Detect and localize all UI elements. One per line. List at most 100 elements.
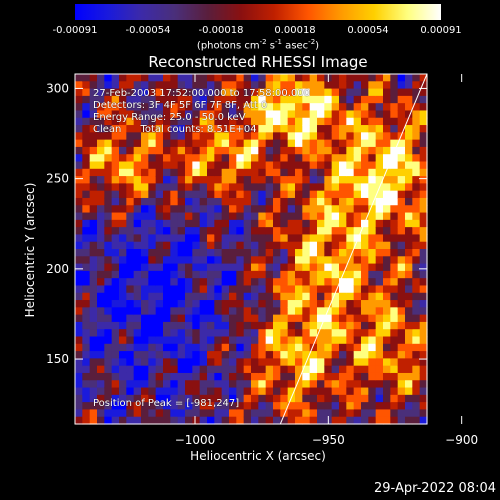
heatmap-cell: [251, 132, 259, 141]
heatmap-cell: [236, 176, 245, 184]
heatmap-cell: [375, 307, 384, 316]
heatmap-cell: [273, 394, 281, 403]
heatmap-cell: [383, 270, 391, 279]
heatmap-cell: [163, 372, 171, 381]
heatmap-cell: [273, 380, 281, 389]
heatmap-cell: [331, 314, 340, 323]
heatmap-cell: [412, 409, 421, 418]
heatmap-cell: [353, 227, 362, 236]
heatmap-cell: [353, 270, 362, 279]
heatmap-cell: [331, 154, 340, 163]
heatmap-cell: [397, 256, 406, 265]
heatmap-cell: [243, 132, 252, 141]
heatmap-cell: [368, 227, 377, 236]
heatmap-cell: [229, 278, 237, 287]
heatmap-cell: [214, 176, 223, 184]
heatmap-cell: [229, 168, 237, 177]
heatmap-cell: [119, 197, 127, 206]
heatmap-cell: [405, 285, 413, 294]
heatmap-cell: [383, 81, 391, 90]
heatmap-cell: [207, 219, 215, 228]
heatmap-cell: [141, 343, 149, 352]
heatmap-cell: [419, 168, 428, 177]
heatmap-cell: [412, 219, 421, 228]
heatmap-cell: [368, 263, 377, 272]
heatmap-cell: [192, 212, 201, 221]
heatmap-cell: [265, 132, 274, 141]
heatmap-cell: [331, 256, 340, 265]
heatmap-cell: [258, 95, 267, 104]
heatmap-cell: [251, 351, 259, 359]
heatmap-cell: [141, 161, 149, 170]
heatmap-cell: [199, 351, 208, 359]
heatmap-cell: [346, 314, 355, 323]
heatmap-cell: [111, 307, 120, 316]
heatmap-cell: [185, 416, 193, 425]
heatmap-cell: [214, 380, 223, 389]
heatmap-cell: [309, 241, 318, 250]
heatmap-cell: [221, 300, 230, 308]
heatmap-cell: [339, 234, 347, 243]
heatmap-cell: [390, 394, 399, 403]
heatmap-cell: [412, 416, 421, 425]
heatmap-cell: [104, 95, 113, 104]
heatmap-cell: [141, 139, 149, 148]
heatmap-cell: [199, 387, 208, 396]
heatmap-cell: [243, 394, 252, 403]
heatmap-cell: [207, 227, 215, 236]
heatmap-cell: [119, 380, 127, 389]
heatmap-cell: [221, 154, 230, 163]
heatmap-cell: [177, 183, 186, 192]
heatmap-cell: [148, 416, 157, 425]
heatmap-cell: [361, 190, 369, 199]
heatmap-cell: [133, 372, 142, 381]
heatmap-cell: [111, 402, 120, 411]
heatmap-cell: [148, 154, 157, 163]
heatmap-cell: [375, 139, 384, 148]
heatmap-cell: [339, 88, 347, 97]
heatmap-cell: [207, 307, 215, 316]
heatmap-cell: [104, 270, 113, 279]
heatmap-cell: [177, 81, 186, 90]
heatmap-cell: [170, 387, 179, 396]
heatmap-cell: [287, 110, 296, 119]
heatmap-cell: [243, 95, 252, 104]
heatmap-cell: [339, 321, 347, 330]
heatmap-cell: [133, 197, 142, 206]
heatmap-cell: [287, 256, 296, 265]
heatmap-cell: [331, 227, 340, 236]
heatmap-cell: [221, 263, 230, 272]
heatmap-cell: [155, 336, 164, 345]
heatmap-cell: [229, 161, 237, 170]
heatmap-cell: [104, 278, 113, 287]
heatmap-cell: [280, 416, 289, 425]
heatmap-cell: [155, 321, 164, 330]
heatmap-cell: [177, 241, 186, 250]
heatmap-cell: [185, 234, 193, 243]
heatmap-cell: [280, 227, 289, 236]
heatmap-cell: [258, 321, 267, 330]
heatmap-cell: [368, 387, 377, 396]
heatmap-cell: [295, 409, 303, 418]
heatmap-cell: [141, 110, 149, 119]
heatmap-cell: [397, 372, 406, 381]
heatmap-cell: [104, 292, 113, 301]
heatmap-cell: [353, 117, 362, 126]
heatmap-cell: [155, 409, 164, 418]
heatmap-cell: [126, 336, 135, 345]
heatmap-cell: [97, 212, 105, 221]
heatmap-cell: [273, 212, 281, 221]
heatmap-cell: [317, 95, 325, 104]
heatmap-cell: [89, 307, 98, 316]
heatmap-cell: [302, 285, 311, 294]
heatmap-cell: [419, 95, 428, 104]
heatmap-cell: [75, 387, 83, 396]
heatmap-cell: [412, 227, 421, 236]
heatmap-cell: [361, 81, 369, 90]
heatmap-cell: [273, 372, 281, 381]
heatmap-cell: [273, 74, 281, 82]
heatmap-cell: [177, 227, 186, 236]
heatmap-cell: [89, 270, 98, 279]
heatmap-cell: [346, 402, 355, 411]
heatmap-cell: [221, 146, 230, 155]
